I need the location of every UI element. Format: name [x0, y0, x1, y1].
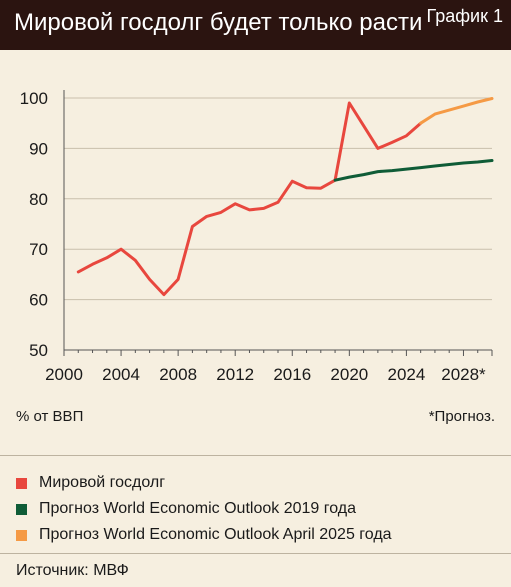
x-tick-label: 2016 — [273, 365, 311, 384]
legend-item-weo-2025: Прогноз World Economic Outlook April 202… — [16, 522, 392, 548]
legend-item-weo-2019: Прогноз World Economic Outlook 2019 года — [16, 496, 392, 522]
x-tick-label: 2020 — [330, 365, 368, 384]
y-tick-labels: 50 60 70 80 90 100 — [20, 89, 48, 360]
series-line-1 — [76, 101, 423, 297]
y-tick-label: 60 — [29, 291, 48, 310]
x-tick-label: 2000 — [45, 365, 83, 384]
divider-top — [0, 455, 511, 456]
y-tick-label: 50 — [29, 341, 48, 360]
chart-number-badge: График 1 — [426, 6, 503, 26]
header-bar: Мировой госдолг будет только расти Графи… — [0, 0, 511, 50]
x-tick-label: 2024 — [387, 365, 425, 384]
y-tick-label: 90 — [29, 139, 48, 158]
y-tick-label: 100 — [20, 89, 48, 108]
legend: Мировой госдолг Прогноз World Economic O… — [16, 470, 392, 548]
axes — [63, 90, 493, 356]
x-tick-label: 2004 — [102, 365, 140, 384]
x-tick-label: 2028* — [441, 365, 486, 384]
x-tick-label: 2008 — [159, 365, 197, 384]
source-note: Источник: МВФ — [16, 562, 129, 579]
series-line-3 — [419, 97, 494, 125]
y-tick-label: 80 — [29, 190, 48, 209]
chart-title: Мировой госдолг будет только расти — [14, 9, 423, 36]
y-tick-label: 70 — [29, 240, 48, 259]
series-lines — [76, 97, 494, 297]
legend-item-world-debt: Мировой госдолг — [16, 470, 392, 496]
legend-swatch — [16, 477, 27, 489]
y-unit-label: % от ВВП — [16, 408, 84, 425]
forecast-note: *Прогноз. — [428, 408, 495, 425]
legend-swatch — [16, 529, 27, 541]
legend-label: Прогноз World Economic Outlook 2019 года — [39, 500, 356, 517]
x-tick-labels: 2000 2004 2008 2012 2016 2020 2024 2028* — [45, 365, 486, 384]
legend-swatch — [16, 503, 27, 515]
grid-lines — [64, 97, 492, 301]
legend-label: Прогноз World Economic Outlook April 202… — [39, 526, 392, 543]
legend-label: Мировой госдолг — [39, 474, 166, 491]
x-tick-label: 2012 — [216, 365, 254, 384]
series-line-2 — [333, 159, 494, 182]
divider-bottom — [0, 553, 511, 554]
